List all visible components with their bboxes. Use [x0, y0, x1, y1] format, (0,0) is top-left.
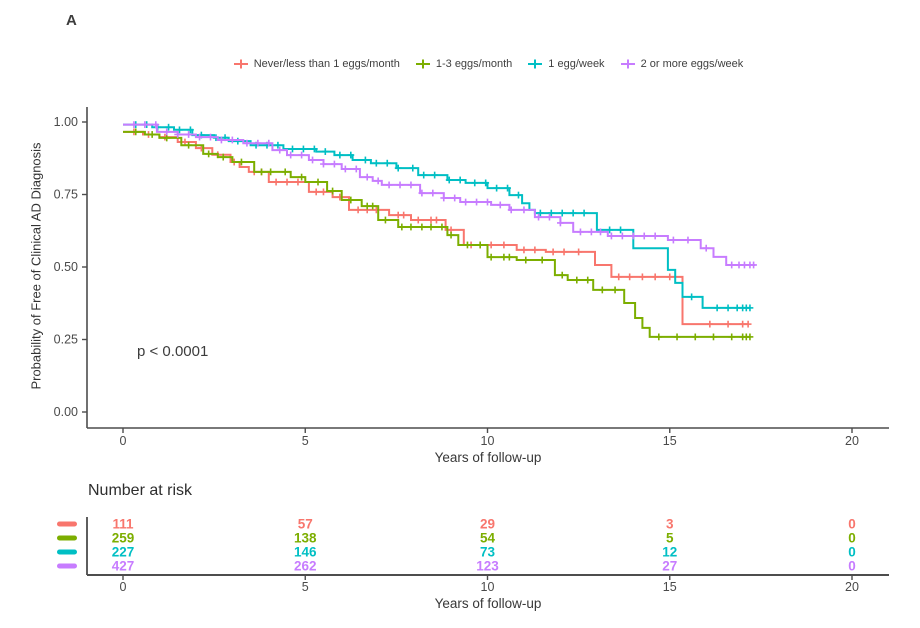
risk-count: 111 [112, 517, 134, 532]
y-tick-label: 0.00 [54, 405, 78, 419]
legend-item-label: Never/less than 1 eggs/month [253, 58, 400, 70]
x-tick-label: 15 [663, 434, 677, 448]
risk-count: 3 [666, 517, 674, 532]
risk-row-marker-icon [57, 563, 77, 569]
x-axis-title: Years of follow-up [434, 450, 542, 465]
risk-x-tick-label: 15 [663, 580, 677, 594]
risk-count: 146 [294, 545, 317, 560]
censor-plus-icon [528, 59, 543, 69]
risk-count: 123 [476, 559, 499, 574]
legend-item-label: 2 or more eggs/week [640, 58, 744, 70]
risk-count: 138 [294, 531, 317, 546]
risk-x-tick-label: 10 [481, 580, 495, 594]
km-curve [123, 123, 756, 266]
legend-item-never-less-1-month: Never/less than 1 eggs/month [233, 58, 400, 70]
y-tick-label: 0.75 [54, 188, 78, 202]
risk-count: 427 [112, 559, 135, 574]
legend-item-1-3-month: 1-3 eggs/month [415, 58, 512, 70]
legend-item-2-plus-week: 2 or more eggs/week [620, 58, 744, 70]
censor-plus-icon [233, 59, 248, 69]
risk-count: 5 [666, 531, 674, 546]
p-value-annotation: p < 0.0001 [137, 343, 209, 360]
x-tick-label: 0 [120, 434, 127, 448]
risk-count: 29 [480, 517, 495, 532]
risk-table-x-axis-title: Years of follow-up [434, 596, 542, 611]
risk-row-marker-icon [57, 535, 77, 541]
risk-row-marker-icon [57, 549, 77, 555]
risk-row-marker-icon [57, 521, 77, 527]
risk-table-title: Number at risk [88, 482, 193, 499]
risk-count: 73 [480, 545, 496, 560]
risk-count: 0 [848, 517, 856, 532]
risk-count: 0 [848, 559, 856, 574]
y-tick-label: 0.25 [54, 333, 78, 347]
risk-count: 262 [294, 559, 317, 574]
legend-item-label: 1 egg/week [548, 58, 605, 70]
risk-count: 54 [480, 531, 496, 546]
risk-count: 259 [112, 531, 135, 546]
risk-count: 57 [298, 517, 313, 532]
x-tick-label: 20 [845, 434, 859, 448]
risk-count: 0 [848, 531, 856, 546]
legend-item-label: 1-3 eggs/month [435, 58, 513, 70]
x-tick-label: 5 [302, 434, 309, 448]
risk-x-tick-label: 20 [845, 580, 859, 594]
risk-count: 12 [662, 545, 677, 560]
risk-x-tick-label: 0 [120, 580, 127, 594]
legend: Never/less than 1 eggs/month 1-3 eggs/mo… [87, 58, 889, 70]
y-tick-label: 0.50 [54, 260, 78, 274]
y-tick-label: 1.00 [54, 115, 78, 129]
km-curve [123, 130, 749, 326]
legend-item-1-week: 1 egg/week [527, 58, 605, 70]
panel-label: A [66, 12, 77, 29]
censor-plus-icon [415, 59, 430, 69]
risk-count: 0 [848, 545, 856, 560]
risk-x-tick-label: 5 [302, 580, 309, 594]
censor-plus-icon [620, 59, 635, 69]
risk-count: 227 [112, 545, 135, 560]
risk-count: 27 [662, 559, 677, 574]
x-tick-label: 10 [481, 434, 495, 448]
